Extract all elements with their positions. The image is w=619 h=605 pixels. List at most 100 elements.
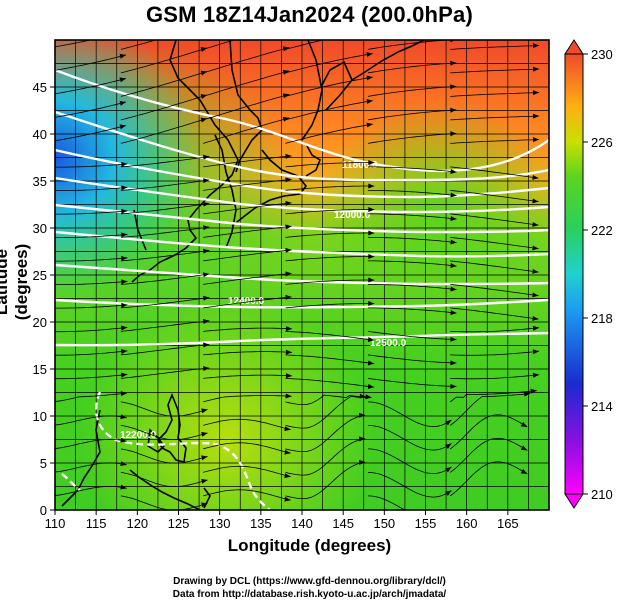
streamline xyxy=(449,461,528,497)
streamline xyxy=(285,76,373,97)
streamline xyxy=(367,109,457,121)
colorbar-tick-label: 214 xyxy=(591,399,613,414)
streamline xyxy=(120,495,208,510)
streamline xyxy=(285,162,375,168)
stream-arrowhead xyxy=(359,412,366,418)
stream-arrowhead xyxy=(520,421,528,427)
streamline xyxy=(450,350,540,356)
streamline xyxy=(55,40,93,48)
stream-arrowhead xyxy=(359,459,366,465)
stream-arrowhead xyxy=(120,414,127,419)
streamline xyxy=(449,390,537,403)
contour-label: 11800.0 xyxy=(342,160,378,171)
stream-arrowhead xyxy=(450,239,457,245)
streamline xyxy=(55,374,128,380)
y-tick-label: 20 xyxy=(33,315,47,330)
coastlines xyxy=(61,40,425,510)
stream-arrowhead xyxy=(366,98,373,104)
stream-arrowhead xyxy=(282,46,290,52)
colorbar-tick-label: 210 xyxy=(591,487,613,502)
colorbar-tick-label: 230 xyxy=(591,47,613,62)
stream-arrowhead xyxy=(285,224,292,230)
stream-arrowhead xyxy=(450,107,457,113)
streamline xyxy=(120,472,208,488)
y-tick-label: 25 xyxy=(33,268,47,283)
stream-arrowhead xyxy=(200,94,208,100)
streamline xyxy=(285,209,375,215)
stream-arrowhead xyxy=(121,185,128,191)
streamline xyxy=(55,327,128,333)
stream-arrowhead xyxy=(532,292,539,298)
stream-arrowhead xyxy=(532,43,540,49)
x-tick-label: 120 xyxy=(126,516,148,531)
stream-arrowhead xyxy=(285,153,292,159)
streamline xyxy=(203,296,292,309)
stream-arrowhead xyxy=(450,383,457,389)
x-tick-label: 115 xyxy=(86,516,107,531)
streamline xyxy=(203,94,290,121)
stream-arrowhead xyxy=(520,445,528,451)
streamline xyxy=(367,425,452,451)
streamline xyxy=(120,344,210,356)
x-tick-label: 130 xyxy=(209,516,231,531)
credit-data-source: Data from http://database.rish.kyoto-u.a… xyxy=(172,589,447,600)
stream-arrowhead xyxy=(450,84,457,90)
streamline xyxy=(55,350,128,356)
streamline xyxy=(120,297,210,309)
stream-arrowhead xyxy=(532,90,540,96)
stream-arrowhead xyxy=(203,154,210,160)
streamline xyxy=(203,351,293,356)
colorbar-bottom-arrow xyxy=(564,493,584,509)
stream-arrowhead xyxy=(120,391,127,397)
contour-label: 12400.0 xyxy=(228,296,265,307)
x-tick-label: 155 xyxy=(415,516,437,531)
streamline xyxy=(120,250,210,262)
y-tick-label: 45 xyxy=(33,80,47,95)
x-tick-label: 160 xyxy=(456,516,478,531)
streamline xyxy=(367,190,457,196)
streamline xyxy=(120,203,210,215)
stream-arrowhead xyxy=(368,183,375,189)
stream-arrowhead xyxy=(366,75,373,81)
streamline xyxy=(285,100,373,121)
stream-arrowhead xyxy=(366,122,373,128)
stream-arrowhead xyxy=(121,372,128,378)
stream-arrowhead xyxy=(201,502,208,508)
stream-arrowhead xyxy=(532,315,539,321)
y-tick-label: 35 xyxy=(33,174,47,189)
x-tick-label: 165 xyxy=(497,516,519,531)
streamline xyxy=(203,155,292,168)
streamline xyxy=(120,320,210,332)
stream-arrowhead xyxy=(450,263,457,268)
streamline xyxy=(285,461,366,500)
streamline xyxy=(449,393,531,426)
colorbar-tick-label: 222 xyxy=(591,223,613,238)
stream-arrowhead xyxy=(450,192,457,198)
stream-arrowhead xyxy=(284,496,291,502)
streamline xyxy=(285,394,372,406)
stream-arrowhead xyxy=(445,490,452,496)
streamline xyxy=(285,53,373,74)
stream-arrowhead xyxy=(203,366,210,371)
streamline xyxy=(450,237,539,249)
stream-arrowhead xyxy=(366,51,373,57)
streamline xyxy=(450,115,540,121)
streamline xyxy=(120,179,210,191)
stream-arrowhead xyxy=(120,30,126,35)
stream-arrowhead xyxy=(368,230,375,236)
x-tick-label: 145 xyxy=(332,516,354,531)
streamline xyxy=(285,256,375,262)
stream-arrowhead xyxy=(359,436,366,442)
streamline xyxy=(285,438,366,476)
stream-arrowhead xyxy=(201,431,208,437)
streamline xyxy=(450,213,539,226)
streamline xyxy=(367,166,457,173)
streamline xyxy=(120,425,208,441)
stream-arrowhead xyxy=(203,342,210,348)
streamline xyxy=(120,40,157,50)
stream-arrowhead xyxy=(532,245,539,251)
streamline xyxy=(367,378,457,387)
y-tick-label: 40 xyxy=(33,127,47,142)
streamline xyxy=(285,279,375,285)
streamline xyxy=(120,94,208,121)
